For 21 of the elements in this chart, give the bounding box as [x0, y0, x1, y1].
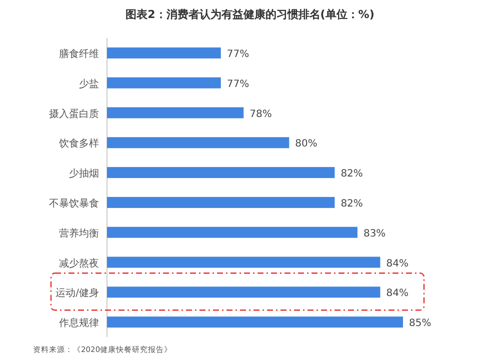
data-label: 83% — [363, 228, 386, 240]
y-tick-label: 作息规律 — [58, 317, 99, 330]
data-label: 77% — [226, 48, 250, 60]
y-tick-label: 摄入蛋白质 — [49, 108, 99, 120]
y-tick-label: 少抽烟 — [69, 168, 99, 180]
data-label: 82% — [340, 168, 363, 180]
data-label: 78% — [250, 108, 272, 120]
data-label: 82% — [340, 198, 363, 210]
data-label: 80% — [295, 138, 318, 150]
data-label: 84% — [386, 288, 408, 300]
data-label: 85% — [409, 318, 432, 330]
y-tick-label: 饮食多样 — [58, 138, 99, 150]
y-tick-label: 运动/健身 — [56, 287, 99, 300]
y-tick-label: 少盐 — [79, 78, 99, 90]
chart-title: 图表2：消费者认为有益健康的习惯排名(单位：%) — [126, 8, 374, 21]
y-tick-label: 营养均衡 — [59, 227, 99, 240]
y-tick-label: 不暴饮暴食 — [49, 197, 99, 210]
data-label: 77% — [226, 78, 250, 90]
data-label: 84% — [386, 258, 408, 270]
y-tick-label: 减少熬夜 — [59, 257, 99, 270]
y-tick-label: 膳食纤维 — [59, 48, 99, 60]
